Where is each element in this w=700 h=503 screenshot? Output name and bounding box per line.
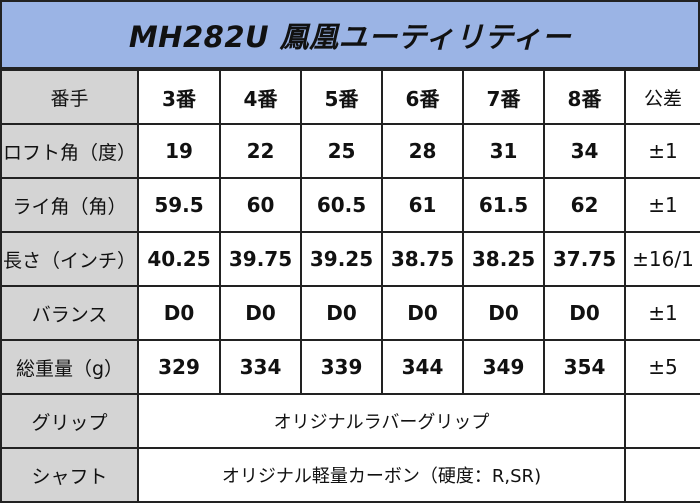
header-cell: 8番 [543,69,626,125]
table-cell: 344 [381,339,464,395]
tolerance-cell [624,393,700,449]
table-row: バランス D0 D0 D0 D0 D0 D0 ±1 [0,285,700,341]
row-label: 長さ（インチ） [0,231,139,287]
table-cell: D0 [219,285,302,341]
table-cell: 60.5 [300,177,383,233]
grip-row: グリップ オリジナルラバーグリップ [0,393,700,449]
table-row: ロフト角（度） 19 22 25 28 31 34 ±1 [0,123,700,179]
table-cell: 38.25 [462,231,545,287]
tolerance-cell: ±1 [624,123,700,179]
table-cell: D0 [543,285,626,341]
table-cell: 61 [381,177,464,233]
row-label: ロフト角（度） [0,123,139,179]
table-cell: D0 [381,285,464,341]
row-label: バランス [0,285,139,341]
table-row: 総重量（g） 329 334 339 344 349 354 ±5 [0,339,700,395]
table-cell: 61.5 [462,177,545,233]
shaft-value: オリジナル軽量カーボン（硬度：R,SR) [137,447,626,503]
row-label: 総重量（g） [0,339,139,395]
header-row: 番手 3番 4番 5番 6番 7番 8番 公差 [0,69,700,125]
table-cell: 28 [381,123,464,179]
table-cell: 59.5 [137,177,221,233]
row-label: シャフト [0,447,139,503]
header-cell: 6番 [381,69,464,125]
tolerance-cell: ±1 [624,285,700,341]
table-cell: D0 [300,285,383,341]
tolerance-cell: ±16/1 [624,231,700,287]
table-cell: 39.25 [300,231,383,287]
table-cell: 334 [219,339,302,395]
table-cell: 34 [543,123,626,179]
grip-value: オリジナルラバーグリップ [137,393,626,449]
table-cell: 62 [543,177,626,233]
row-label: ライ角（角） [0,177,139,233]
table-cell: 25 [300,123,383,179]
tolerance-cell: ±5 [624,339,700,395]
table-row: ライ角（角） 59.5 60 60.5 61 61.5 62 ±1 [0,177,700,233]
table-cell: 22 [219,123,302,179]
table-row: 長さ（インチ） 40.25 39.75 39.25 38.75 38.25 37… [0,231,700,287]
table-cell: D0 [137,285,221,341]
table-cell: 339 [300,339,383,395]
header-tolerance-cell: 公差 [624,69,700,125]
spec-table: 番手 3番 4番 5番 6番 7番 8番 公差 ロフト角（度） 19 22 25… [0,69,700,503]
table-cell: 31 [462,123,545,179]
table-cell: 37.75 [543,231,626,287]
table-cell: 60 [219,177,302,233]
header-cell: 4番 [219,69,302,125]
table-cell: 349 [462,339,545,395]
table-cell: D0 [462,285,545,341]
table-cell: 19 [137,123,221,179]
header-cell: 5番 [300,69,383,125]
tolerance-cell: ±1 [624,177,700,233]
header-cell: 3番 [137,69,221,125]
table-cell: 39.75 [219,231,302,287]
table-cell: 38.75 [381,231,464,287]
table-cell: 40.25 [137,231,221,287]
header-cell: 7番 [462,69,545,125]
tolerance-cell [624,447,700,503]
row-label: グリップ [0,393,139,449]
shaft-row: シャフト オリジナル軽量カーボン（硬度：R,SR) [0,447,700,503]
page-title: MH282U 鳳凰ユーティリティー [0,0,700,69]
table-cell: 354 [543,339,626,395]
table-cell: 329 [137,339,221,395]
header-label-cell: 番手 [0,69,139,125]
